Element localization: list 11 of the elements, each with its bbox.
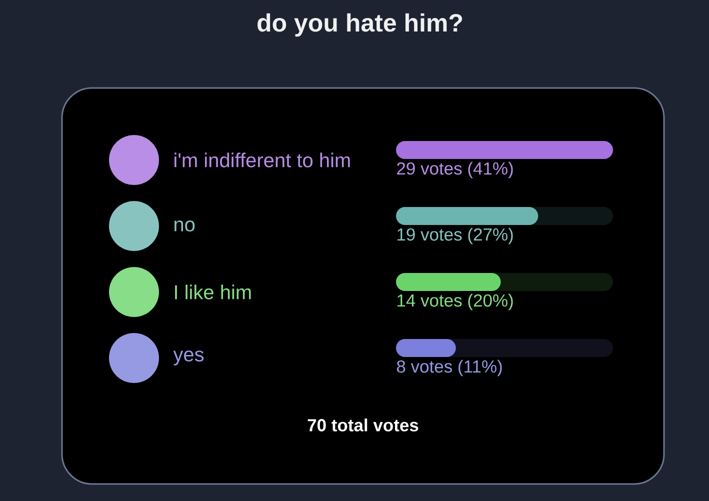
data-label: 14 votes (20%) <box>398 294 513 310</box>
y-tick-label: I like him <box>175 284 251 300</box>
data-label: 8 votes (11%) <box>396 360 502 376</box>
data-label: 29 votes (41%) <box>397 162 513 178</box>
y-tick-label: yes <box>173 350 204 366</box>
text: 70 total votes <box>308 418 418 432</box>
bar <box>396 339 456 358</box>
y-tick-label: i'm indifferent to him <box>174 152 350 168</box>
data-label: 19 votes (27%) <box>398 228 513 244</box>
y-tick-label: no <box>174 220 195 232</box>
chart-title: do you hate him? <box>258 13 462 37</box>
